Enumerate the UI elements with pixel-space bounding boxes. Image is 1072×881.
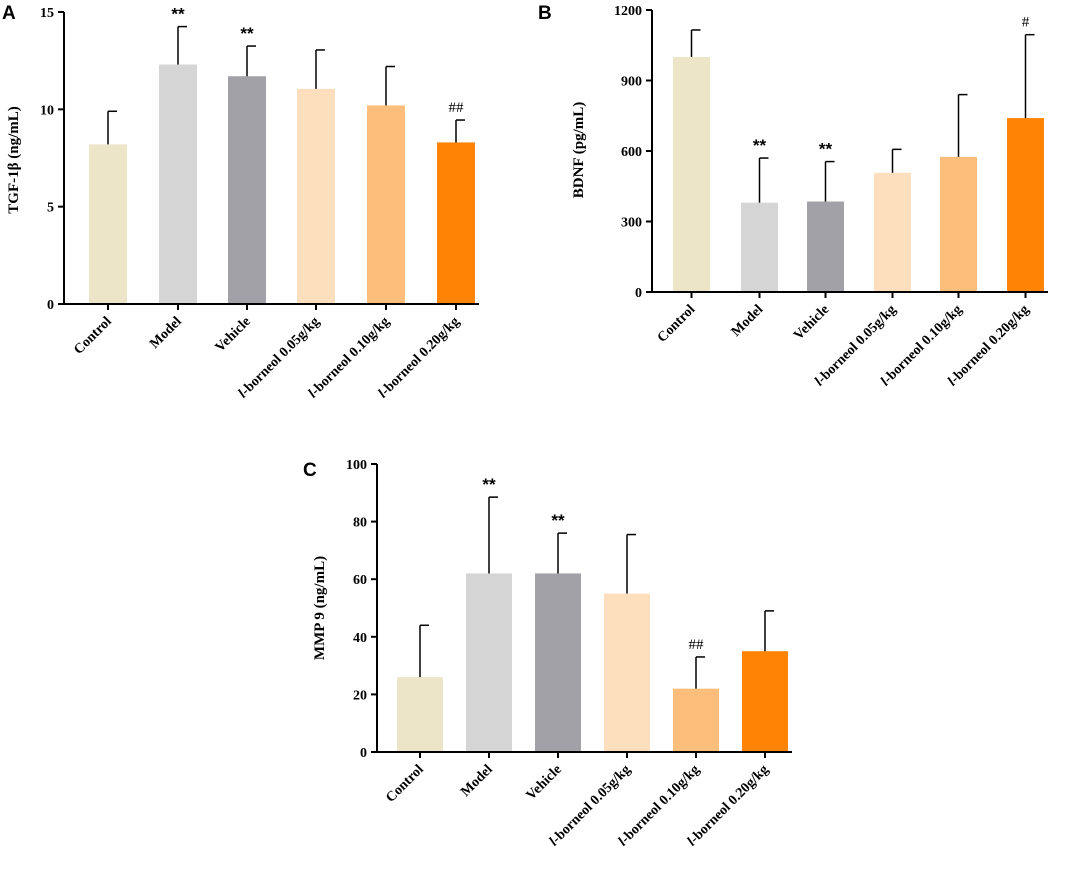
y-tick-label: 60 [353,573,367,588]
x-tick-label-suffix: -borneol 0.20g/kg [379,314,463,398]
y-tick-label: 15 [40,6,54,21]
x-tick-label: Model [729,302,767,340]
y-tick-label: 0 [360,746,367,761]
panel-c: C MMP 9 (ng/mL) ** ** ## 0 20 40 60 80 100 Contro… [303,458,792,849]
panel-a: A TGF-1β (ng/mL) ** ** ## 0 5 10 15 Control Mode… [2,3,479,401]
x-tick-label: Vehicle [524,762,565,803]
y-tick-label: 900 [621,75,642,90]
significance-annotation: ** [482,475,496,494]
panel-label: B [538,3,552,24]
bar [466,573,512,752]
bar [159,64,197,304]
panel-label: A [2,3,16,24]
bar [940,156,977,292]
bar [437,142,475,304]
significance-annotation: ** [551,511,565,530]
y-tick-label: 80 [353,516,367,531]
bar [604,593,650,752]
bar [874,172,911,292]
significance-annotation: ## [689,637,705,653]
bar [228,76,266,305]
y-axis-label: TGF-1β (ng/mL) [6,106,22,213]
bar [673,57,710,292]
significance-annotation: ** [753,136,767,155]
y-axis-label: MMP 9 (ng/mL) [312,556,328,660]
y-tick-label: 300 [621,216,642,231]
x-tick-label-text: Control [655,302,699,346]
bar [535,573,581,752]
y-tick-label: 100 [346,458,367,473]
panel-label: C [303,460,317,481]
x-tick-label-text: Control [383,762,427,806]
x-tick-label: Control [655,302,699,346]
significance-annotation: ** [171,5,185,24]
bar [742,651,788,752]
bar [741,202,778,292]
x-tick-label-text: Vehicle [524,762,565,803]
bar [673,688,719,752]
significance-annotation: ## [449,100,465,116]
x-tick-label: Model [147,314,185,352]
y-tick-label: 600 [621,145,642,160]
bar [1007,118,1044,292]
bar [297,88,335,304]
bar [367,105,405,304]
x-tick-label: Vehicle [791,302,832,343]
y-tick-label: 5 [47,201,54,216]
bar [89,144,127,304]
y-axis-label: BDNF (pg/mL) [571,102,587,199]
y-tick-label: 20 [353,688,367,703]
x-tick-label-text: Model [458,762,496,800]
panel-b: B BDNF (pg/mL) ** ** #0 300 600 900 1200 Contro… [538,3,1048,389]
significance-annotation: # [1022,15,1030,31]
y-tick-label: 10 [40,103,54,118]
y-tick-label: 1200 [614,4,642,19]
x-tick-label-text: Control [71,314,115,358]
x-tick-label: Control [71,314,115,358]
x-tick-label-text: Vehicle [213,314,254,355]
bar [397,677,443,752]
x-tick-label-text: Vehicle [791,302,832,343]
x-tick-label-text: Model [147,314,185,352]
x-tick-label: Model [458,762,496,800]
y-tick-label: 0 [47,298,54,313]
bar [807,201,844,292]
significance-annotation: ** [819,140,833,159]
y-tick-label: 0 [635,286,642,301]
significance-annotation: ** [240,24,254,43]
x-tick-label: Vehicle [213,314,254,355]
x-tick-label: Control [383,762,427,806]
y-tick-label: 40 [353,631,367,646]
x-tick-label-text: Model [729,302,767,340]
